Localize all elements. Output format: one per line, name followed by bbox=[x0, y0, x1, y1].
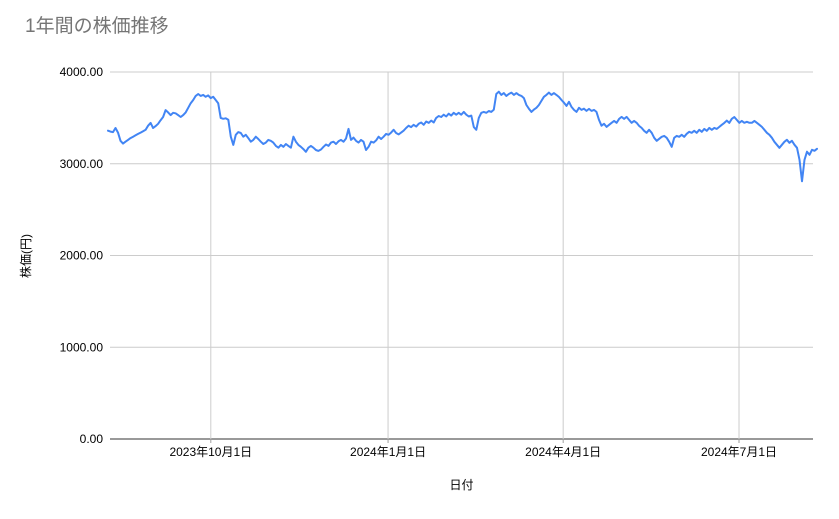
x-axis-title: 日付 bbox=[449, 478, 473, 492]
y-tick-label: 0.00 bbox=[80, 432, 104, 446]
y-axis-title: 株価(円) bbox=[18, 234, 33, 278]
chart-title: 1年間の株価推移 bbox=[25, 16, 169, 37]
y-axis-tick-labels: 4000.00 3000.00 2000.00 1000.00 0.00 bbox=[60, 65, 104, 446]
y-tick-label: 3000.00 bbox=[60, 157, 104, 171]
x-tick-label: 2024年7月1日 bbox=[701, 445, 777, 459]
y-tick-label: 1000.00 bbox=[60, 340, 104, 354]
y-tick-label: 2000.00 bbox=[60, 249, 104, 263]
x-tick-label: 2023年10月1日 bbox=[169, 445, 252, 459]
x-tick-label: 2024年1月1日 bbox=[350, 445, 426, 459]
x-tick-label: 2024年4月1日 bbox=[525, 445, 601, 459]
gridlines bbox=[110, 71, 813, 443]
y-tick-label: 4000.00 bbox=[60, 65, 104, 79]
stock-price-line-series bbox=[107, 90, 818, 183]
x-axis-tick-labels: 2023年10月1日 2024年1月1日 2024年4月1日 2024年7月1日 bbox=[169, 445, 777, 459]
